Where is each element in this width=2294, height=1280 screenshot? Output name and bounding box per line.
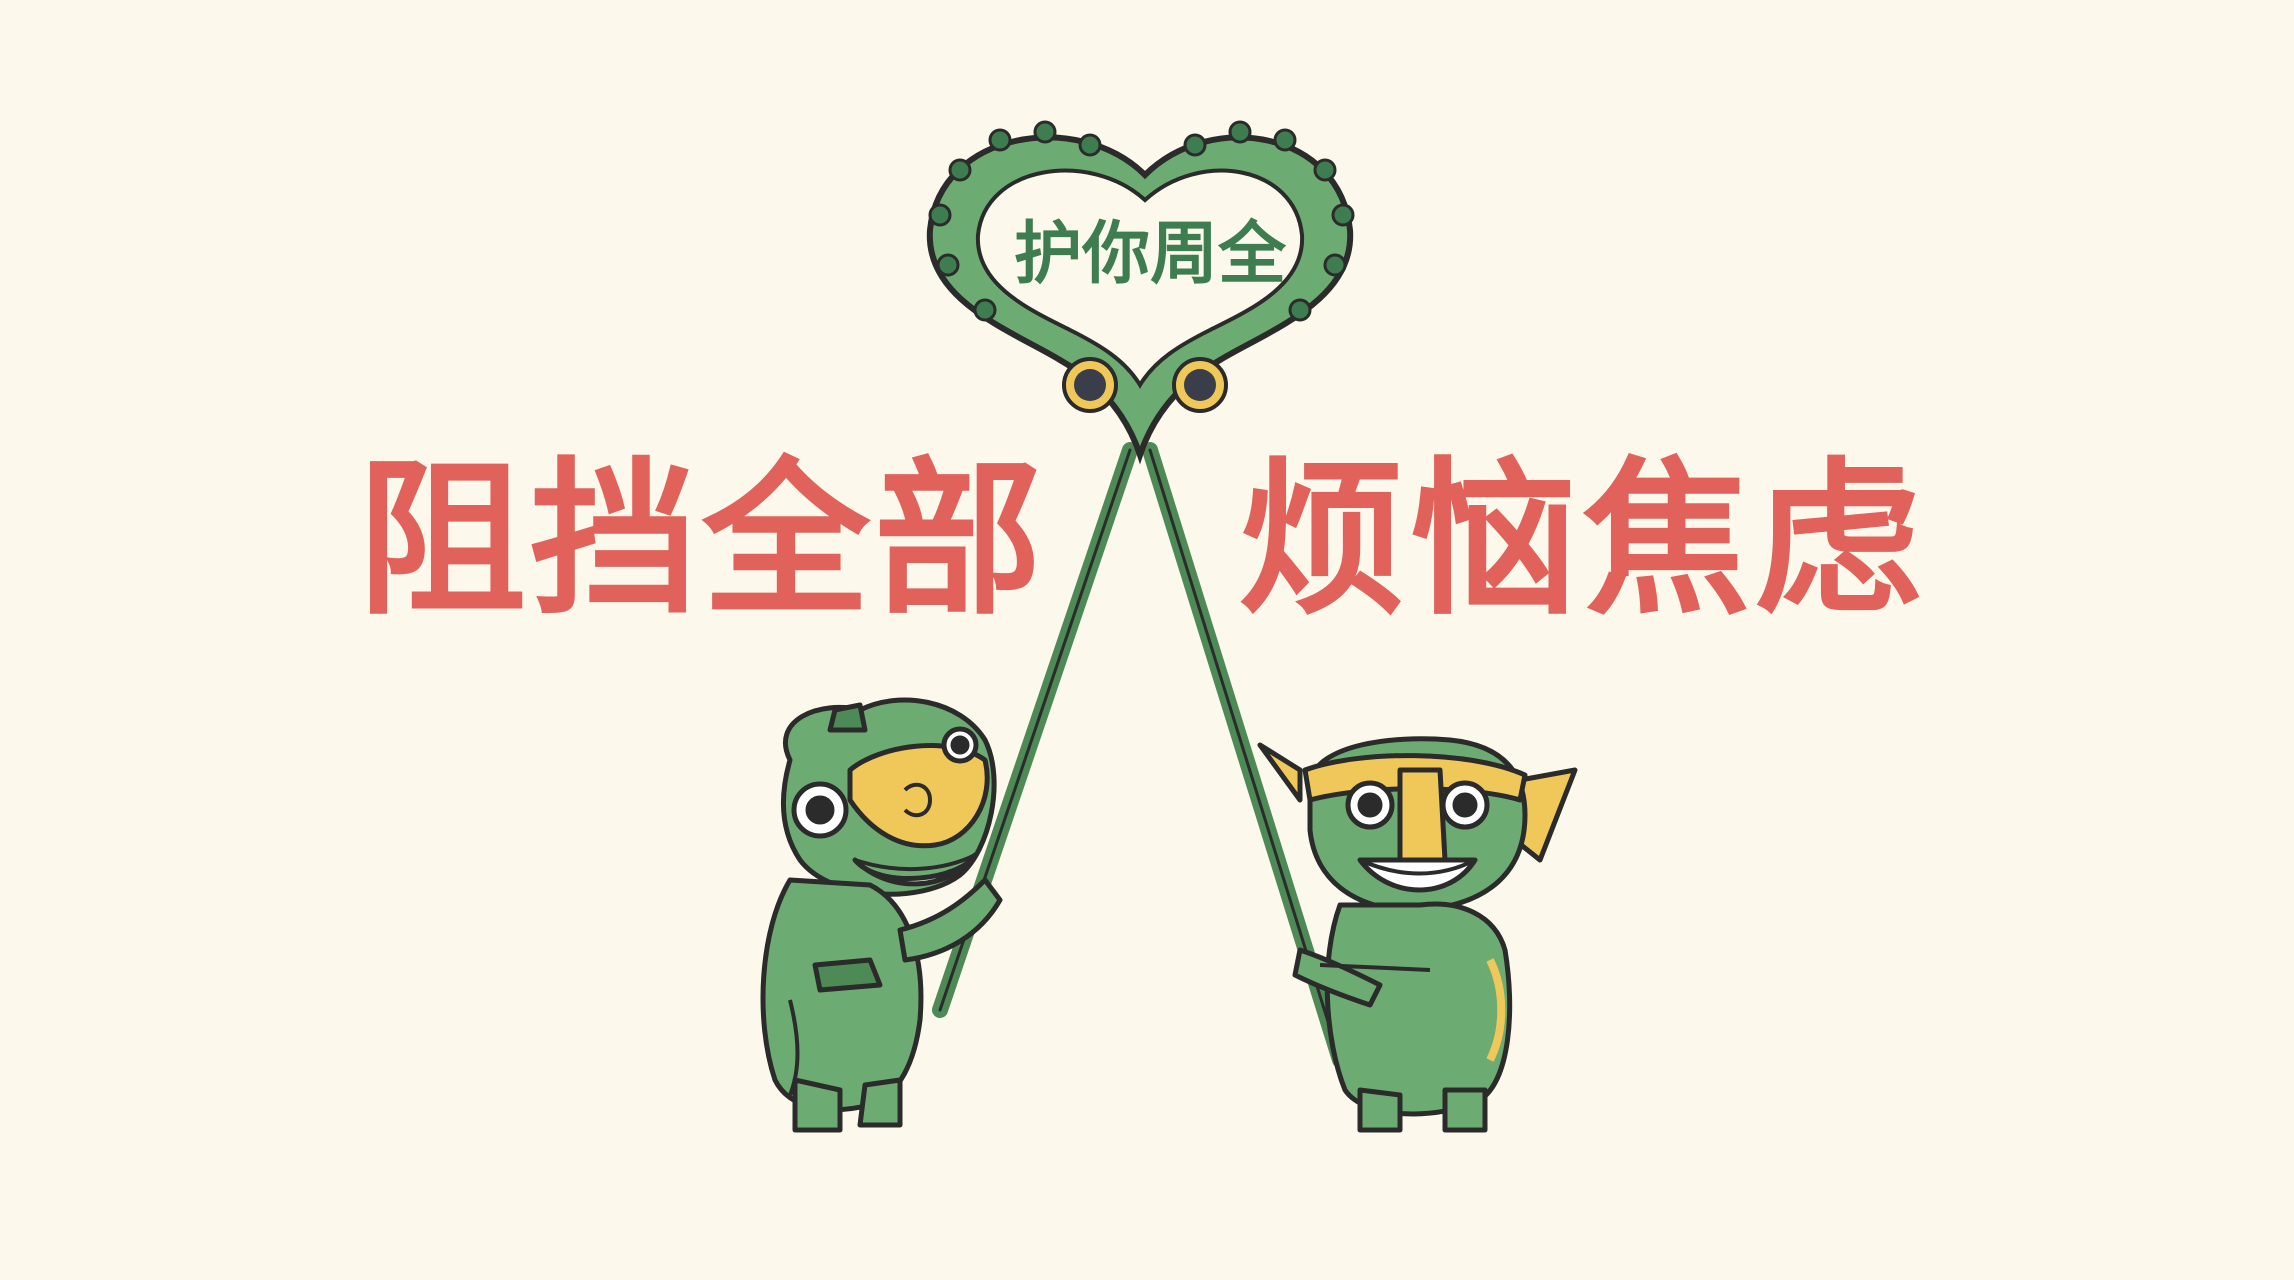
headline-left: 阻挡全部 <box>358 442 1046 638</box>
heart-label: 护你周全 <box>1013 215 1286 294</box>
bronze-heart-ornament <box>926 120 1355 465</box>
ornament-eyes <box>1062 357 1228 413</box>
bronze-figure-right <box>1257 736 1578 1133</box>
headline-right: 烦恼焦虑 <box>1238 442 1926 638</box>
bronze-figure-left <box>760 697 1003 1133</box>
